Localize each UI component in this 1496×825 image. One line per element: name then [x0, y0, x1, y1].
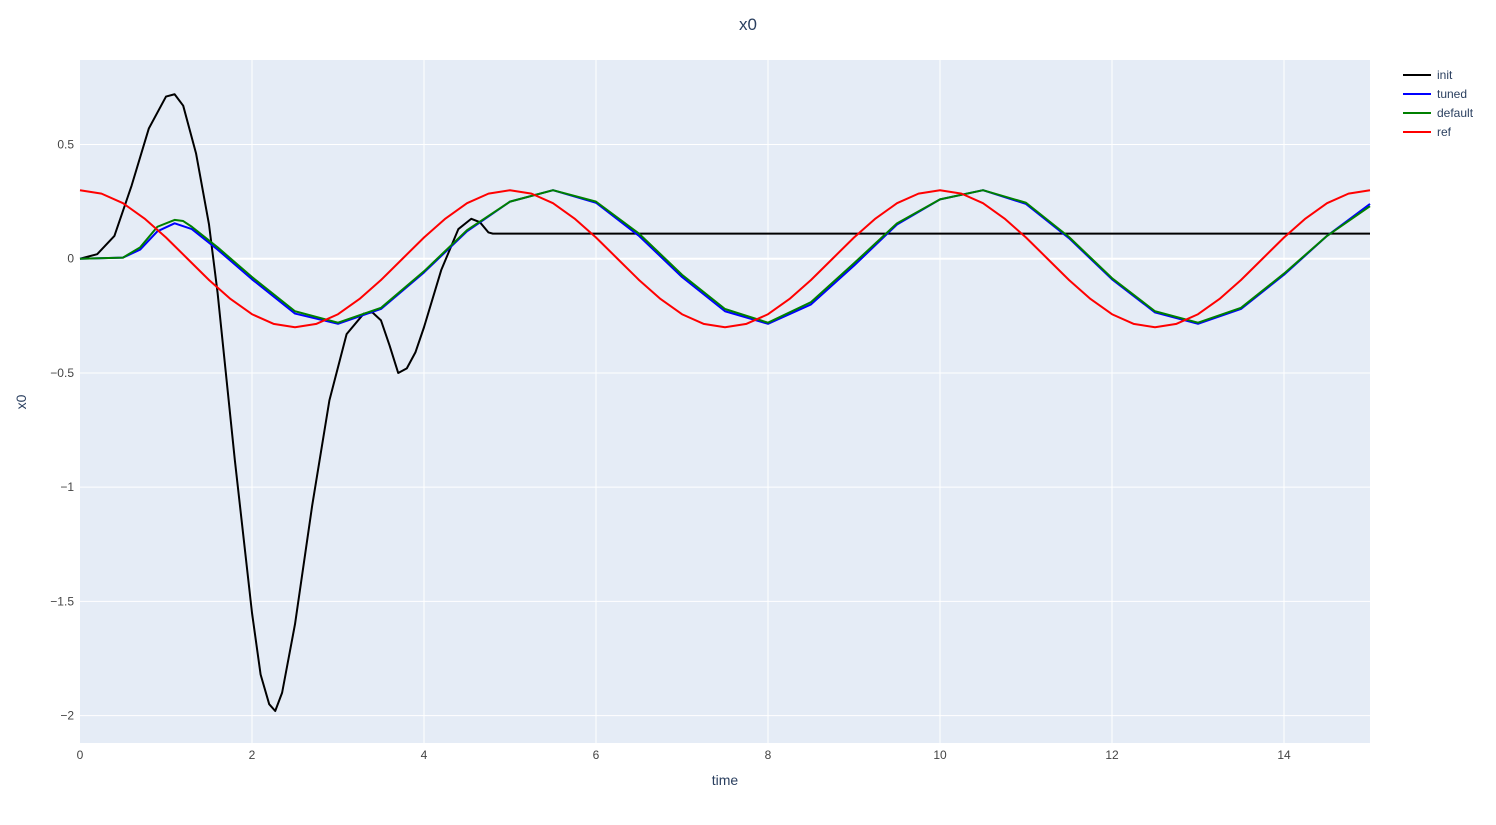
- x-tick-label: 4: [421, 748, 428, 762]
- legend-item-tuned[interactable]: tuned: [1403, 87, 1467, 101]
- series-line-init: [79, 93, 1370, 713]
- y-tick-label: −0.5: [50, 366, 74, 380]
- legend-label: default: [1437, 106, 1474, 120]
- y-tick-label: −1.5: [50, 594, 74, 608]
- legend[interactable]: init tuned default ref: [1403, 68, 1474, 139]
- x-tick-label: 10: [933, 748, 947, 762]
- chart-title: x0: [739, 15, 757, 34]
- legend-item-init[interactable]: init: [1403, 68, 1453, 82]
- y-tick-label: −2: [60, 709, 74, 723]
- legend-label: init: [1437, 68, 1453, 82]
- series-line-ref: [79, 189, 1371, 329]
- y-axis-ticks: 0.5 0 −0.5 −1 −1.5 −2: [50, 138, 74, 723]
- x-tick-label: 2: [249, 748, 256, 762]
- y-axis-title: x0: [13, 394, 29, 409]
- x-tick-label: 8: [765, 748, 772, 762]
- legend-label: ref: [1437, 125, 1452, 139]
- x-tick-label: 6: [593, 748, 600, 762]
- x-axis-title: time: [712, 772, 739, 788]
- legend-item-default[interactable]: default: [1403, 106, 1474, 120]
- plot-background: [80, 60, 1370, 743]
- x-tick-label: 14: [1277, 748, 1291, 762]
- x-tick-label: 12: [1105, 748, 1119, 762]
- series-layer: [79, 93, 1371, 713]
- x-tick-label: 0: [77, 748, 84, 762]
- y-tick-label: 0: [67, 252, 74, 266]
- series-line-default: [79, 189, 1371, 324]
- grid-lines: [80, 60, 1370, 743]
- y-tick-label: 0.5: [57, 138, 74, 152]
- x-axis-ticks: 0 2 4 6 8 10 12 14: [77, 748, 1291, 762]
- legend-label: tuned: [1437, 87, 1467, 101]
- legend-item-ref[interactable]: ref: [1403, 125, 1452, 139]
- y-tick-label: −1: [60, 480, 74, 494]
